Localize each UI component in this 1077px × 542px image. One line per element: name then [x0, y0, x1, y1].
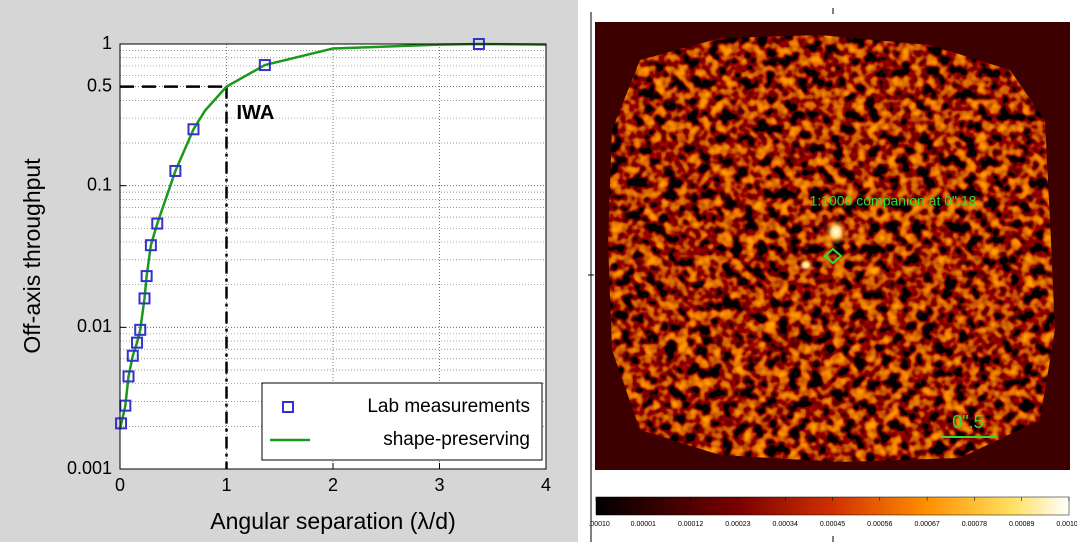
colorbar-tick-label: 0.00089 — [1009, 521, 1034, 528]
y-tick-label: 0.1 — [87, 174, 112, 194]
speckle — [799, 259, 813, 271]
left-chart: 0.001 0.01 0.1 0.5 1 0 1 2 3 4 IWA Lab measurements… — [67, 33, 551, 495]
legend-label: Lab measurements — [367, 396, 530, 417]
colorbar-tick-label: 0.00056 — [867, 521, 892, 528]
marker — [151, 217, 164, 230]
legend-swatch — [282, 401, 294, 413]
colorbar-tick-label: 0.00012 — [678, 521, 703, 528]
marker — [169, 164, 182, 177]
marker — [258, 59, 271, 72]
x-tick-label: 2 — [328, 475, 338, 495]
scale-label: 0".5 — [952, 412, 983, 432]
x-tick-label: 3 — [434, 475, 444, 495]
legend — [261, 382, 543, 461]
marker — [126, 349, 139, 362]
y-tick-label: 1 — [102, 33, 112, 53]
legend-label: shape-preserving — [383, 429, 530, 450]
colorbar-tick-label: 0.00067 — [914, 521, 939, 528]
y-tick-label: 0.01 — [77, 316, 112, 336]
marker — [134, 323, 147, 336]
curve — [118, 42, 547, 430]
y-tick-label: 0.5 — [87, 75, 112, 95]
noise-image — [608, 35, 1055, 462]
colorbar-tick-label: 0.00045 — [820, 521, 845, 528]
colorbar-tick-label: 0.00001 — [631, 521, 656, 528]
x-axis-label: Angular separation (λ/d) — [210, 508, 455, 534]
plot-frame — [119, 43, 547, 470]
y-tick-label: 0.001 — [67, 458, 112, 478]
colorbar-tick-label: 0.00034 — [773, 521, 798, 528]
marker — [144, 239, 157, 252]
marker — [115, 417, 128, 430]
x-tick-label: 4 — [541, 475, 551, 495]
y-axis-label: Off-axis throughput — [19, 158, 45, 354]
companion-spot — [825, 219, 847, 245]
iwa-label: IWA — [237, 102, 275, 124]
x-tick-label: 0 — [115, 475, 125, 495]
marker — [140, 270, 153, 283]
colorbar-tick-label: -0.00010 — [582, 521, 610, 528]
x-tick-label: 1 — [221, 475, 231, 495]
companion-marker — [823, 247, 843, 265]
colorbar-ticks: -0.00010 0.00001 0.00012 0.00023 0.00034 0.00… — [582, 497, 1077, 528]
colorbar-tick-label: 0.00078 — [962, 521, 987, 528]
marker — [122, 370, 135, 383]
marker — [138, 292, 151, 305]
marker — [131, 336, 144, 349]
companion-label: 1:1000 companion at 0".18 — [810, 193, 977, 209]
colorbar-tick-label: 0.00023 — [725, 521, 750, 528]
marker — [187, 123, 200, 136]
